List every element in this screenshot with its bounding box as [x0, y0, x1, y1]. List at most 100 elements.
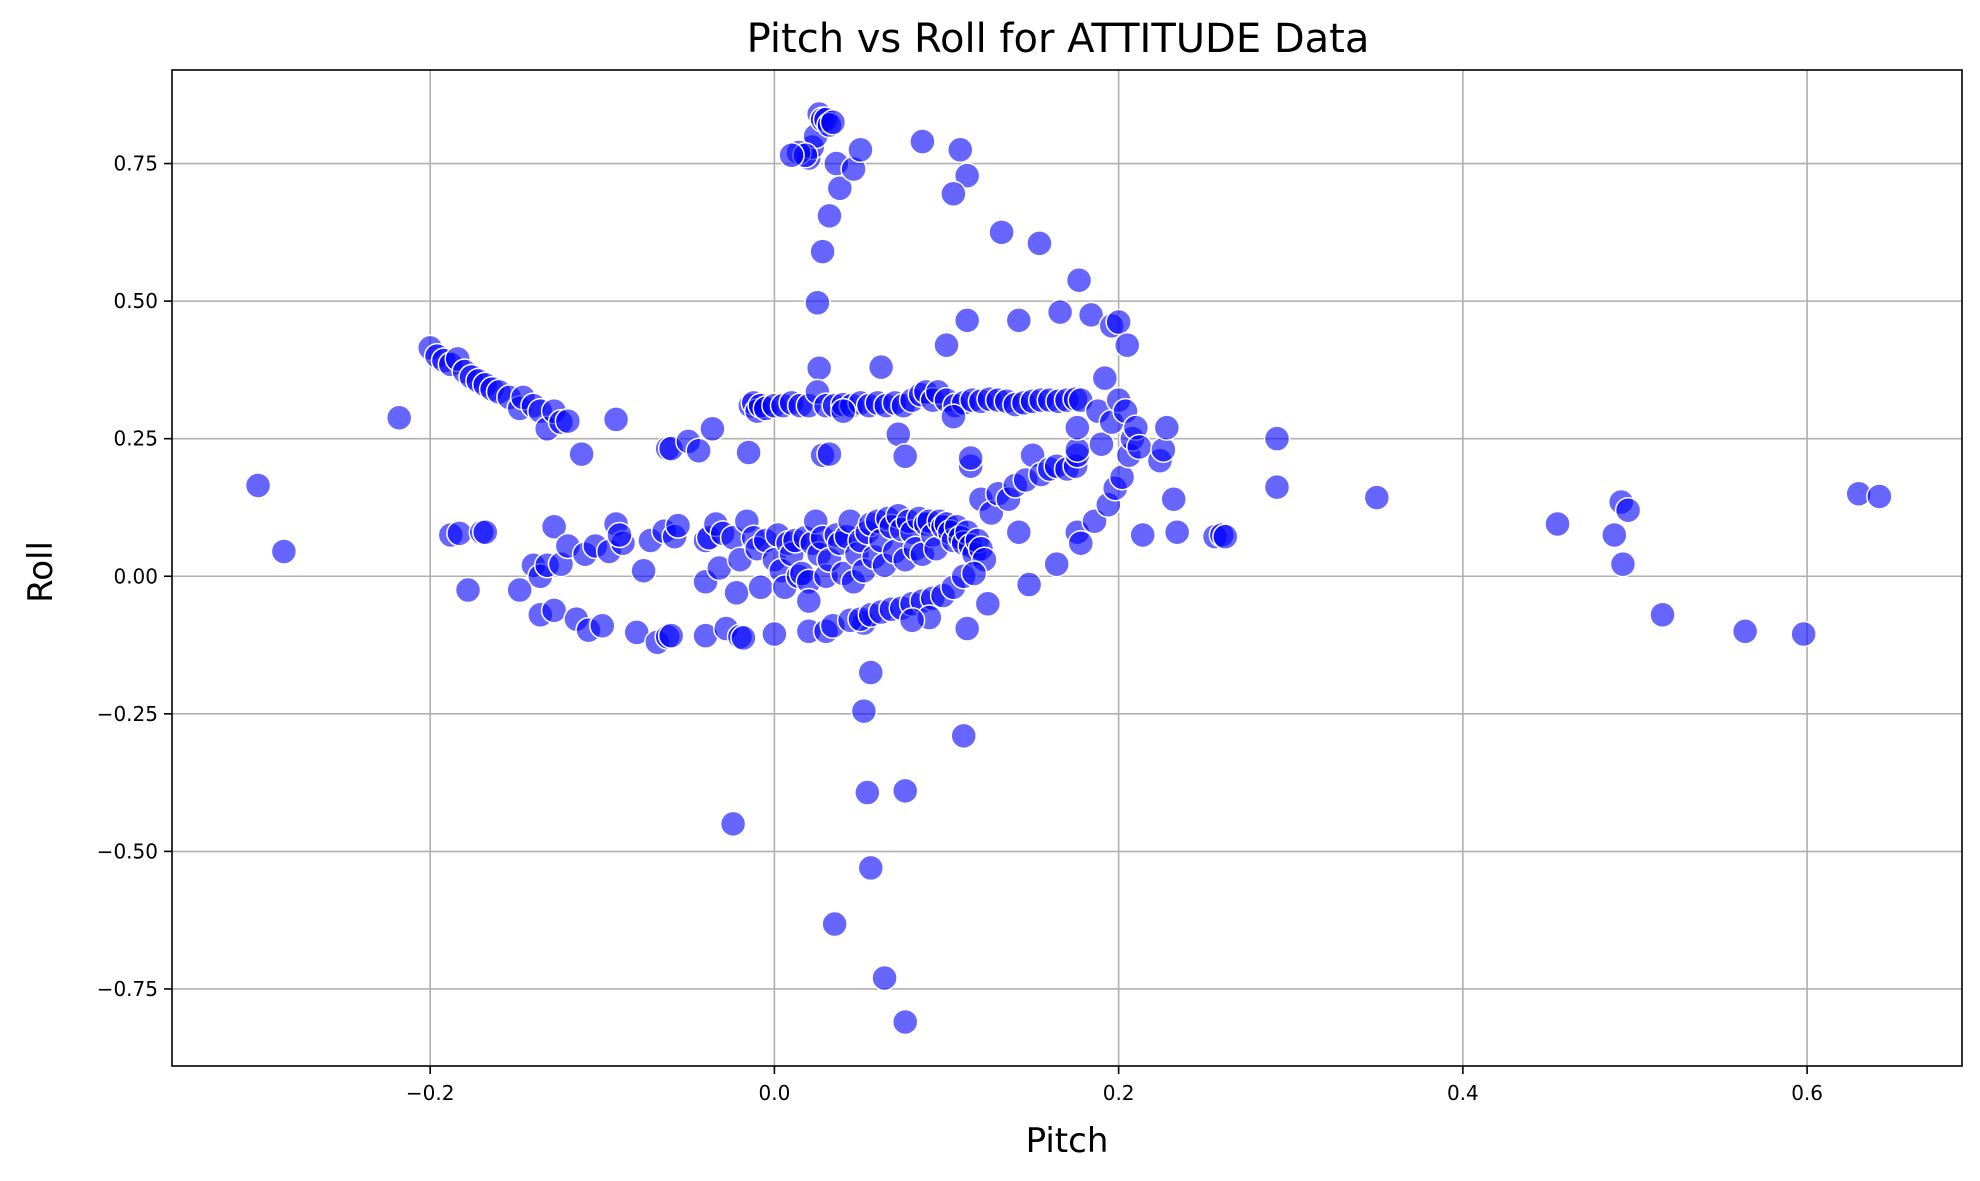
data-point — [960, 560, 988, 587]
data-point — [657, 622, 685, 649]
data-point — [1005, 518, 1033, 546]
data-point — [454, 576, 482, 604]
data-point — [1160, 485, 1187, 513]
data-point — [554, 407, 582, 435]
data-point — [1731, 618, 1759, 645]
y-tick-label: 0.75 — [113, 152, 158, 176]
data-point — [953, 615, 981, 642]
data-point — [472, 518, 499, 546]
data-point — [953, 162, 981, 189]
data-point — [1153, 414, 1181, 441]
y-tick-label: 0.00 — [113, 564, 158, 588]
data-point — [947, 136, 974, 164]
data-point — [809, 238, 836, 265]
data-point — [1043, 550, 1070, 578]
data-point — [1015, 571, 1043, 598]
data-point — [699, 415, 726, 443]
x-tick-label: 0.2 — [1103, 1081, 1135, 1105]
data-point — [805, 354, 833, 382]
y-tick-label: −0.75 — [97, 977, 158, 1001]
data-point — [940, 403, 967, 430]
data-point — [885, 421, 912, 448]
data-point — [1108, 463, 1136, 491]
data-point — [940, 180, 967, 208]
y-tick-label: −0.50 — [97, 839, 158, 863]
data-point — [1212, 523, 1239, 550]
data-point — [957, 444, 984, 472]
data-point — [1363, 484, 1391, 511]
x-tick-label: −0.2 — [406, 1081, 455, 1105]
data-point — [1005, 307, 1033, 334]
data-point — [685, 437, 712, 465]
data-point — [568, 440, 595, 468]
data-point — [1163, 518, 1191, 546]
data-point — [854, 779, 881, 806]
data-point — [950, 722, 977, 750]
data-point — [446, 520, 473, 547]
data-point — [1263, 425, 1291, 452]
x-tick-label: 0.6 — [1791, 1081, 1823, 1105]
data-point — [761, 620, 788, 648]
data-points — [244, 100, 1893, 1036]
data-point — [1614, 496, 1642, 524]
data-point — [795, 587, 823, 615]
data-point — [778, 142, 805, 169]
data-point — [816, 202, 843, 230]
data-point — [821, 910, 848, 938]
data-point — [891, 777, 919, 805]
data-point — [1866, 483, 1893, 510]
data-point — [1790, 620, 1817, 648]
data-point — [1129, 521, 1156, 549]
data-point — [719, 810, 747, 838]
data-point — [1601, 521, 1628, 549]
data-point — [850, 697, 878, 725]
x-tick-label: 0.0 — [758, 1081, 790, 1105]
data-point — [1263, 473, 1291, 501]
data-point — [857, 854, 885, 882]
data-point — [1026, 230, 1053, 257]
x-axis-label: Pitch — [1026, 1121, 1109, 1161]
data-point — [747, 574, 774, 601]
data-point — [606, 521, 633, 549]
data-point — [804, 289, 831, 317]
data-point — [664, 512, 692, 539]
data-point — [385, 404, 413, 432]
chart-title: Pitch vs Roll for ATTITUDE Data — [747, 16, 1370, 62]
data-point — [898, 607, 926, 634]
data-point — [630, 557, 657, 585]
data-point — [891, 1008, 919, 1036]
plot-frame — [171, 69, 1963, 1067]
y-axis-ticks: −0.75 −0.50 −0.25 0.00 0.25 0.50 0.75 — [97, 152, 172, 1001]
y-axis-label: Roll — [21, 541, 61, 603]
data-point — [826, 175, 854, 202]
data-point — [871, 964, 898, 992]
data-point — [1065, 266, 1093, 294]
data-point — [1649, 601, 1676, 629]
data-point — [1150, 436, 1177, 463]
data-point — [857, 659, 885, 686]
y-tick-label: 0.25 — [113, 427, 158, 451]
data-point — [1091, 364, 1119, 392]
data-point — [1105, 308, 1132, 336]
data-point — [1088, 430, 1115, 458]
data-point — [1067, 529, 1095, 557]
data-point — [1064, 414, 1091, 441]
data-point — [1064, 436, 1091, 463]
data-point — [540, 513, 568, 540]
data-point — [1046, 298, 1074, 326]
data-point — [830, 397, 857, 425]
x-axis-ticks: −0.2 0.0 0.2 0.4 0.6 — [406, 1066, 1823, 1105]
data-point — [1113, 331, 1141, 359]
x-tick-label: 0.4 — [1447, 1081, 1479, 1105]
data-point — [974, 590, 1002, 618]
data-point — [1609, 550, 1637, 578]
data-point — [819, 109, 847, 136]
data-point — [1077, 301, 1105, 329]
data-point — [816, 440, 843, 468]
data-point — [244, 472, 272, 499]
data-point — [730, 624, 757, 652]
data-point — [988, 219, 1015, 246]
y-tick-label: −0.25 — [97, 702, 158, 726]
data-point — [847, 136, 874, 164]
